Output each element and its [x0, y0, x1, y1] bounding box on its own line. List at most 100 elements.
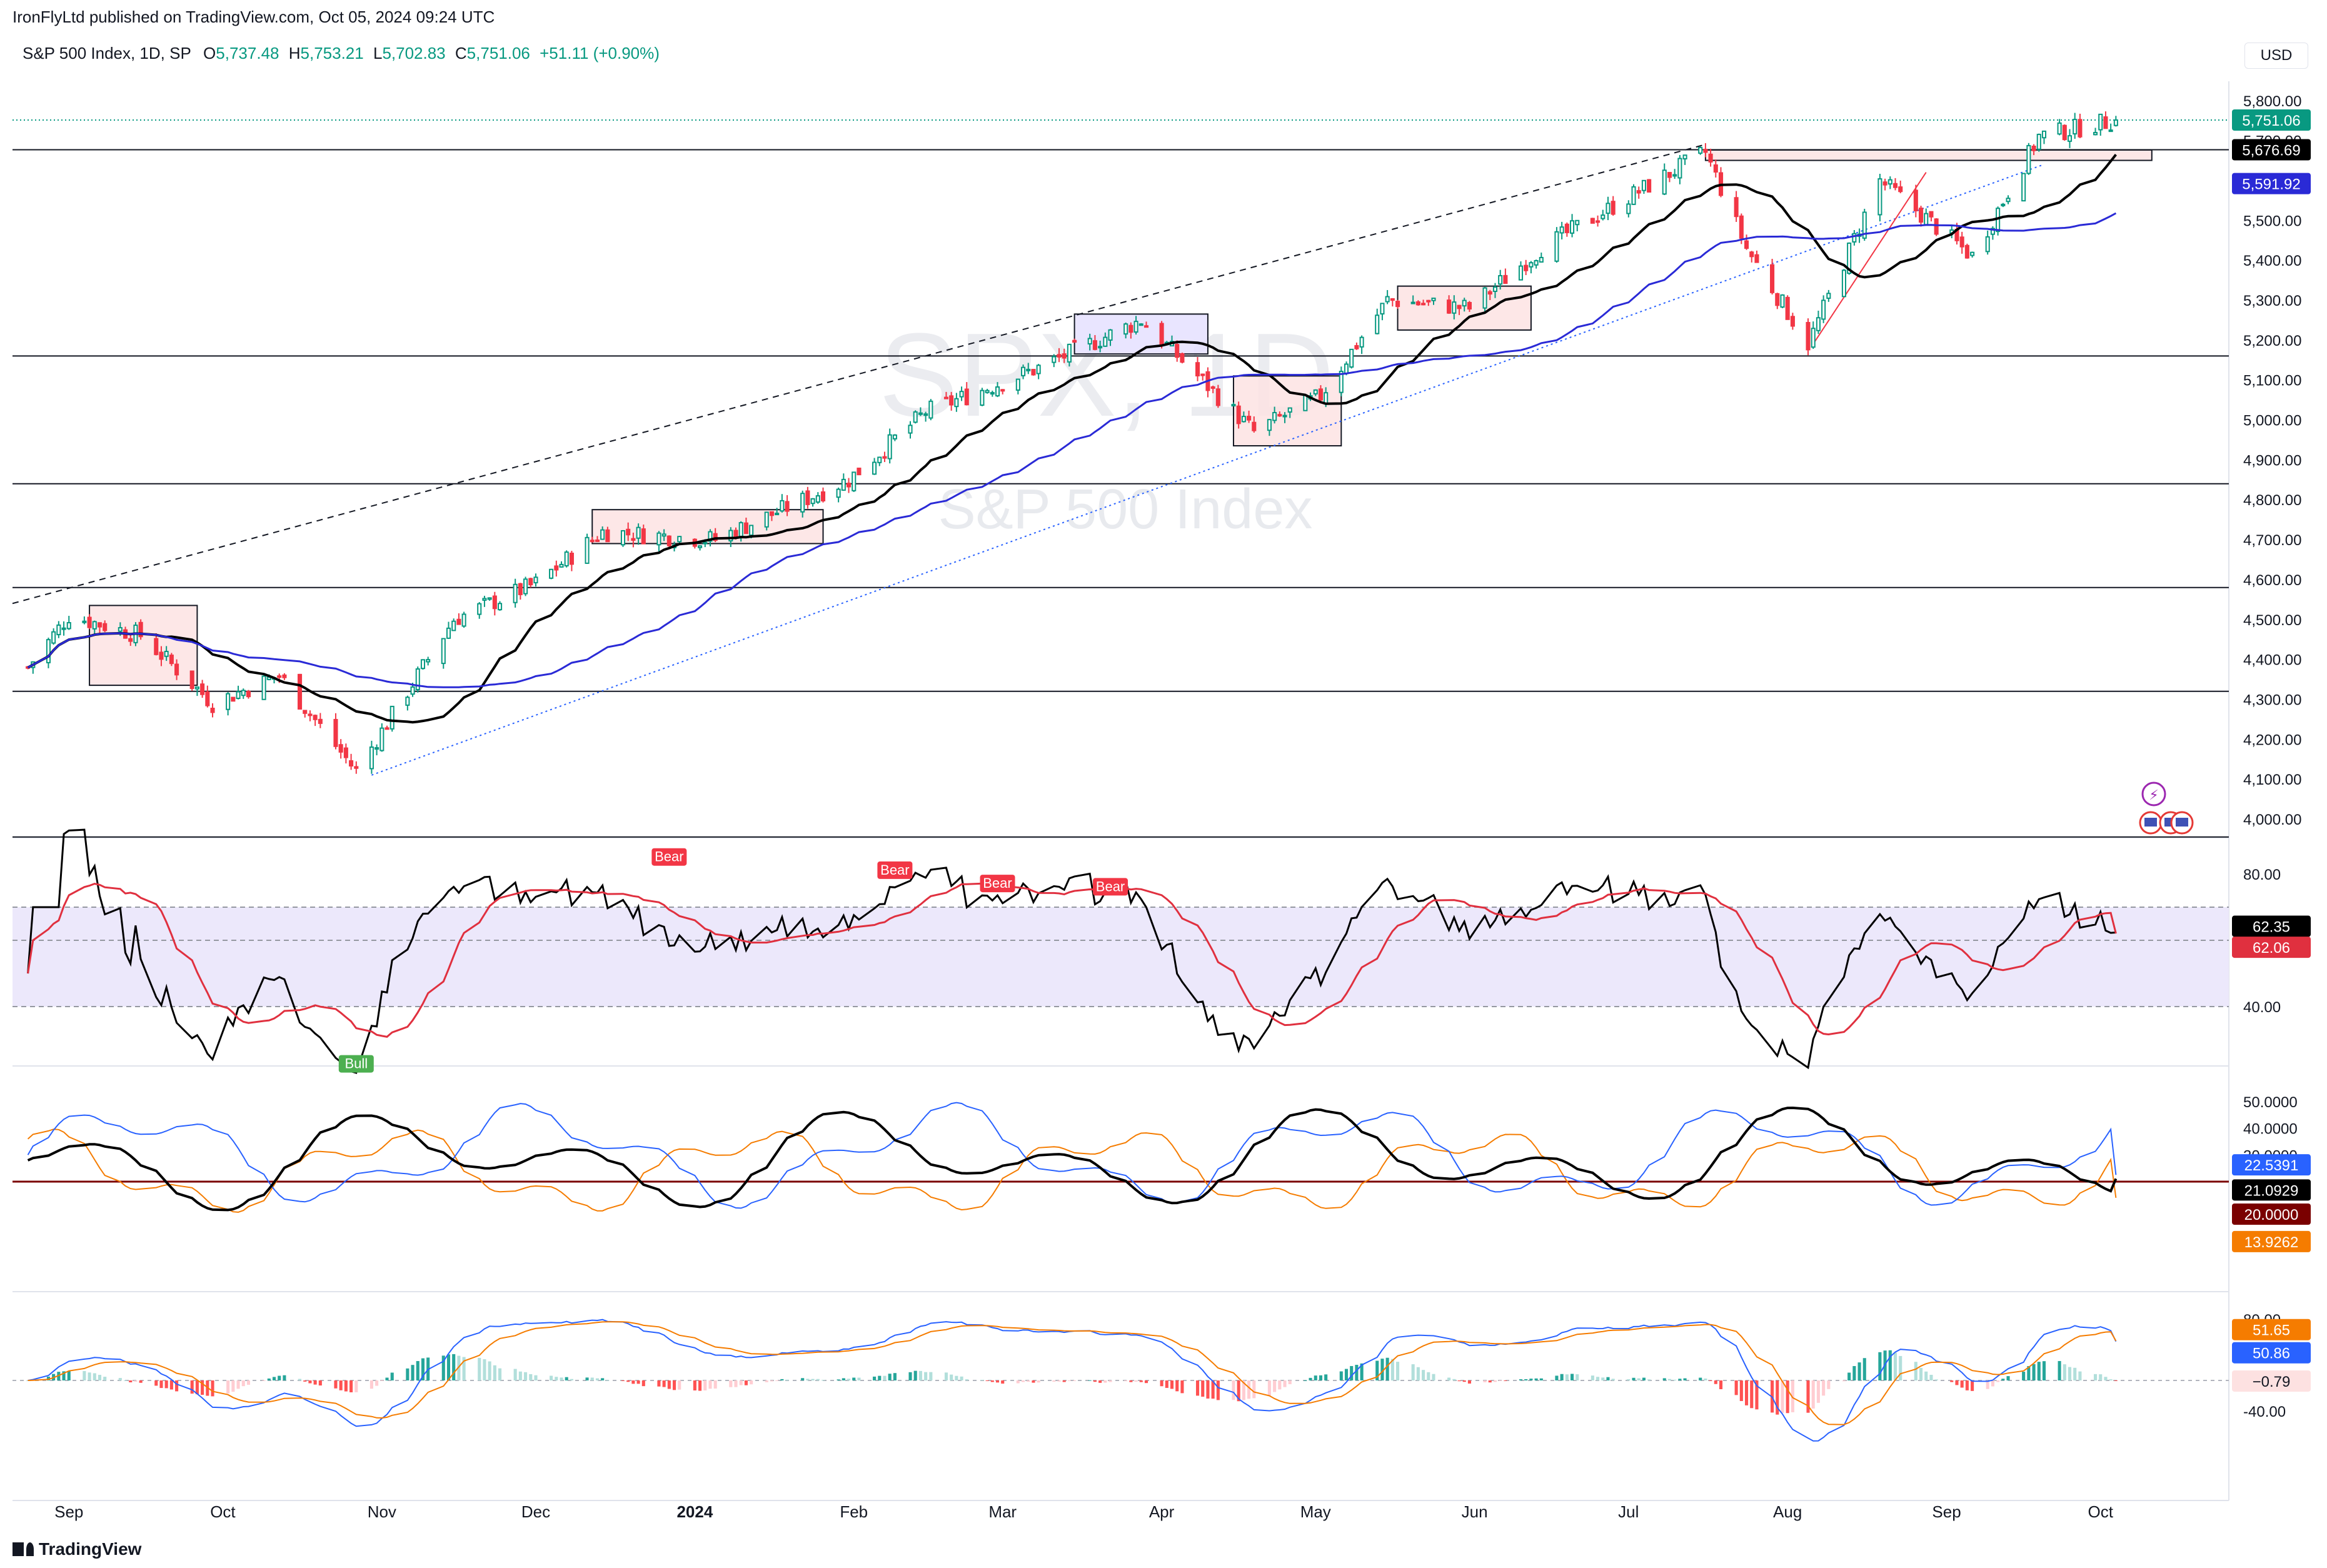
macd-histogram-bar — [1776, 1380, 1779, 1415]
price-label-tag — [2232, 173, 2311, 194]
candle — [2006, 198, 2011, 203]
macd-histogram-bar — [1452, 1379, 1456, 1380]
candle — [303, 710, 308, 714]
macd-histogram-bar — [123, 1380, 128, 1381]
macd-histogram-bar — [278, 1375, 281, 1380]
macd-histogram-bar — [1852, 1366, 1856, 1380]
macd-histogram-bar — [1067, 1380, 1071, 1381]
macd-histogram-bar — [641, 1380, 645, 1387]
lightning-event-icon[interactable] — [2141, 781, 2166, 807]
adx-threshold-label-value: 20.0000 — [2244, 1207, 2299, 1224]
candle — [569, 552, 574, 565]
adx-label-tag — [2232, 1179, 2311, 1201]
macd-histogram-bar — [62, 1371, 66, 1380]
macd-histogram-bar — [1360, 1363, 1364, 1380]
macd-histogram-label-value: −0.79 — [2253, 1374, 2291, 1390]
macd-histogram-bar — [1242, 1380, 1245, 1400]
candle — [666, 535, 671, 546]
candle — [2057, 122, 2062, 135]
price-label-tag — [2232, 109, 2311, 131]
macd-histogram-bar — [529, 1374, 533, 1380]
candle — [815, 495, 820, 503]
candle — [985, 389, 990, 393]
candle — [1267, 419, 1272, 431]
macd-histogram-bar — [339, 1380, 343, 1390]
candle — [2093, 132, 2098, 136]
macd-histogram-bar — [1180, 1380, 1184, 1394]
candle — [656, 532, 661, 546]
candle — [87, 616, 92, 628]
candle — [308, 713, 313, 716]
candle — [908, 425, 913, 434]
candle — [318, 718, 323, 724]
candle — [677, 536, 682, 543]
symbol-name[interactable]: S&P 500 Index, 1D, SP — [23, 44, 191, 63]
macd-histogram-bar — [1755, 1380, 1759, 1410]
macd-histogram-bar — [1062, 1380, 1066, 1382]
macd-histogram-bar — [369, 1380, 373, 1389]
candle — [1564, 223, 1569, 233]
macd-histogram-bar — [883, 1375, 887, 1380]
candle — [1934, 218, 1939, 235]
macd-histogram-bar — [375, 1380, 379, 1386]
candle — [374, 747, 379, 750]
macd-histogram-bar — [241, 1380, 245, 1387]
macd-histogram-bar — [390, 1372, 394, 1380]
candle — [892, 434, 897, 440]
macd-histogram-bar — [416, 1360, 420, 1380]
macd-histogram-bar — [888, 1374, 892, 1380]
adx-tick-label: 40.0000 — [2243, 1121, 2298, 1138]
macd-histogram-bar — [1878, 1352, 1882, 1380]
time-axis-label: Oct — [210, 1502, 236, 1521]
candle — [1606, 203, 1611, 214]
candle — [82, 620, 87, 623]
candle — [959, 391, 964, 398]
macd-histogram-bar — [626, 1380, 630, 1382]
price-label-value: 5,751.06 — [2242, 113, 2300, 129]
candle — [1067, 343, 1072, 363]
candle — [164, 650, 169, 657]
macd-histogram-bar — [1493, 1380, 1497, 1382]
candle — [800, 493, 805, 513]
macd-histogram-bar — [1447, 1377, 1451, 1380]
macd-histogram-bar — [452, 1354, 456, 1380]
macd-histogram-bar — [811, 1379, 815, 1380]
tradingview-logo[interactable]: TradingView — [13, 1539, 141, 1559]
macd-histogram-bar — [2032, 1364, 2036, 1380]
candle — [1092, 340, 1097, 350]
candle — [231, 696, 236, 702]
candle — [877, 456, 882, 463]
currency-selector[interactable]: USD — [2244, 43, 2308, 69]
candle — [138, 621, 143, 638]
candle — [1780, 294, 1785, 308]
candle — [1462, 299, 1467, 307]
candle — [1000, 389, 1005, 392]
candle — [872, 461, 877, 475]
candle — [1072, 339, 1077, 343]
candle — [1482, 287, 1487, 309]
macd-histogram-bar — [1427, 1372, 1430, 1380]
high-value: 5,753.21 — [300, 44, 364, 63]
candle — [533, 576, 538, 584]
rsi-label-value: 62.35 — [2253, 919, 2290, 936]
macd-histogram-bar — [1093, 1380, 1097, 1382]
candle — [226, 693, 231, 710]
macd-histogram-bar — [1847, 1372, 1851, 1380]
candle — [513, 583, 518, 603]
candle — [2078, 119, 2083, 138]
candle — [605, 529, 610, 543]
macd-histogram-bar — [750, 1380, 753, 1385]
macd-histogram-bar — [1422, 1370, 1425, 1380]
macd-histogram-bar — [1124, 1380, 1128, 1382]
di-minus-line — [27, 1128, 2117, 1213]
candle — [1816, 317, 1821, 331]
candle — [241, 690, 246, 696]
candle — [1647, 179, 1652, 193]
tradingview-icon — [13, 1542, 34, 1556]
candle — [549, 568, 554, 579]
macd-histogram-bar — [1811, 1380, 1815, 1409]
macd-histogram-bar — [1380, 1359, 1384, 1380]
high-label: H — [288, 44, 301, 63]
candle — [1380, 303, 1385, 315]
